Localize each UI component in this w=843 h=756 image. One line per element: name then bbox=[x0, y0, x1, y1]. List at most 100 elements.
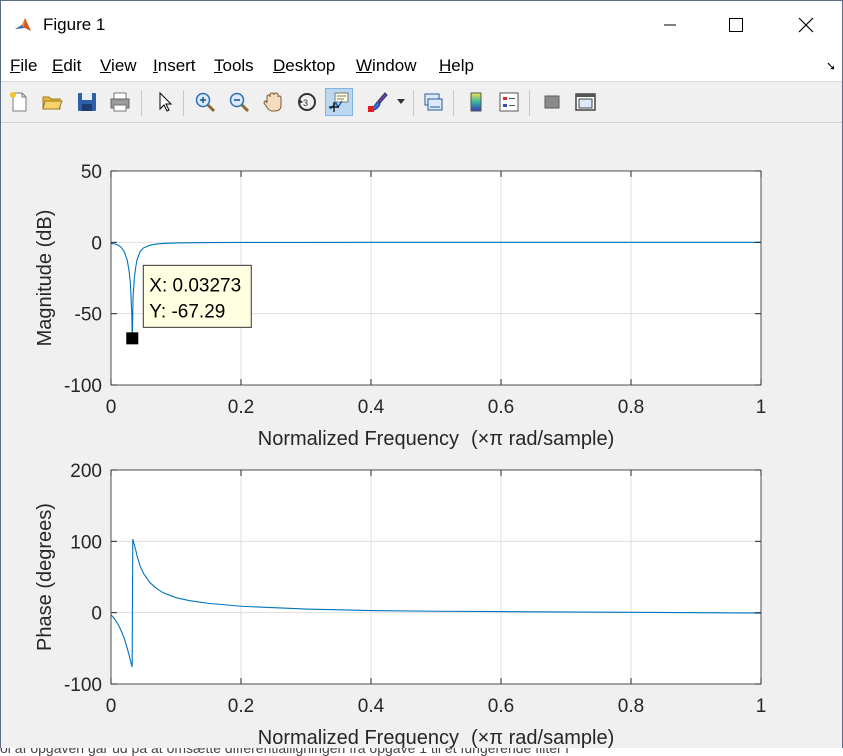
pan-button[interactable] bbox=[259, 88, 287, 116]
datatip-box[interactable] bbox=[142, 264, 252, 328]
x-tick-label: 0.6 bbox=[488, 696, 514, 717]
x-tick-label: 0 bbox=[106, 696, 117, 717]
menu-bar: File Edit View Insert Tools Desktop Wind… bbox=[1, 49, 842, 81]
y-tick-label: -50 bbox=[75, 305, 102, 326]
zoom-out-button[interactable] bbox=[225, 88, 253, 116]
maximize-button[interactable] bbox=[701, 1, 771, 49]
plot-area bbox=[111, 470, 761, 684]
x-tick-label: 0.2 bbox=[228, 397, 254, 418]
y-tick-label: 0 bbox=[91, 233, 102, 254]
x-tick-label: 0.8 bbox=[618, 397, 644, 418]
toolbar-separator bbox=[529, 90, 530, 116]
link-plot-button[interactable] bbox=[419, 88, 447, 116]
toolbar-separator bbox=[413, 90, 414, 116]
y-tick-label: 50 bbox=[81, 162, 102, 183]
menu-edit[interactable]: Edit bbox=[52, 56, 82, 75]
figure-canvas: 0 0.2 0.4 0.6 0.8 1 50 0 -50 -100 Normalized Frequ… bbox=[34, 162, 767, 749]
zoom-out-icon bbox=[229, 92, 250, 113]
zoom-in-button[interactable] bbox=[191, 88, 219, 116]
x-axis-label-main: Normalized Frequency bbox=[258, 428, 459, 450]
x-axis-label: Normalized Frequency (×π rad/sample) bbox=[258, 727, 615, 749]
y-axis-label: Magnitude (dB) bbox=[34, 210, 56, 347]
pointer-icon bbox=[159, 91, 173, 112]
menu-help[interactable]: Help bbox=[439, 56, 474, 75]
x-tick-label: 0.4 bbox=[358, 397, 385, 418]
print-button[interactable] bbox=[106, 88, 134, 116]
figure-toolbar: 3 bbox=[1, 81, 842, 123]
y-tick-label: 200 bbox=[70, 461, 102, 482]
series-line bbox=[110, 241, 761, 339]
dock-arrow-icon[interactable]: ➘ bbox=[825, 59, 836, 73]
link-plot-icon bbox=[424, 93, 443, 111]
series-line bbox=[110, 539, 762, 668]
title-bar: Figure 1 bbox=[1, 1, 842, 49]
y-axis-label: Phase (degrees) bbox=[34, 503, 56, 651]
x-axis-label-unit: (×π rad/sample) bbox=[471, 428, 614, 450]
x-tick-label: 0 bbox=[106, 397, 117, 418]
brush-icon bbox=[368, 92, 388, 112]
maximize-icon bbox=[729, 18, 743, 32]
x-axis-label-main: Normalized Frequency bbox=[258, 727, 459, 749]
background-document-strip: ol af opgaven går ud på at omsætte diffe… bbox=[0, 748, 843, 756]
axes-box bbox=[110, 469, 762, 685]
background-document-text: ol af opgaven går ud på at omsætte diffe… bbox=[0, 748, 569, 756]
close-button[interactable] bbox=[771, 1, 841, 49]
x-axis-label: Normalized Frequency (×π rad/sample) bbox=[258, 428, 615, 450]
new-figure-button[interactable] bbox=[5, 88, 33, 116]
x-axis-label-unit: (×π rad/sample) bbox=[471, 727, 614, 749]
legend-button[interactable] bbox=[495, 88, 523, 116]
open-file-icon bbox=[42, 96, 63, 110]
minimize-button[interactable] bbox=[635, 1, 705, 49]
print-icon bbox=[110, 92, 130, 112]
svg-text:3: 3 bbox=[303, 98, 308, 108]
rotate-3d-button[interactable]: 3 bbox=[293, 88, 321, 116]
close-icon bbox=[798, 17, 814, 33]
toolbar-separator bbox=[453, 90, 454, 116]
x-tick-label: 0.4 bbox=[358, 696, 385, 717]
hide-plot-tools-icon bbox=[544, 95, 560, 109]
axes-box bbox=[110, 170, 762, 386]
open-file-button[interactable] bbox=[38, 88, 66, 116]
y-tick-label: 100 bbox=[70, 532, 102, 553]
zoom-in-icon bbox=[195, 92, 216, 113]
rotate-3d-icon: 3 bbox=[298, 93, 316, 111]
data-cursor-icon bbox=[329, 92, 349, 112]
menu-tools[interactable]: Tools bbox=[214, 56, 254, 75]
pan-hand-icon bbox=[263, 92, 282, 112]
window-title: Figure 1 bbox=[43, 15, 106, 34]
y-tick-label: -100 bbox=[64, 376, 102, 397]
show-plot-tools-icon bbox=[575, 93, 596, 111]
brush-dropdown[interactable] bbox=[393, 88, 409, 116]
datatip-x-label: X: 0.03273 bbox=[149, 275, 241, 296]
menu-file[interactable]: File bbox=[10, 56, 38, 75]
show-plot-tools-button[interactable] bbox=[571, 88, 599, 116]
menu-insert[interactable]: Insert bbox=[153, 56, 196, 75]
x-tick-label: 0.2 bbox=[228, 696, 254, 717]
legend-icon bbox=[499, 92, 519, 112]
hide-plot-tools-button[interactable] bbox=[538, 88, 566, 116]
matlab-logo-icon bbox=[13, 15, 33, 35]
save-icon bbox=[78, 93, 96, 111]
datatip-marker[interactable] bbox=[126, 332, 139, 345]
menu-window[interactable]: Window bbox=[356, 56, 417, 75]
colorbar-icon bbox=[470, 92, 482, 112]
minimize-icon bbox=[664, 24, 676, 26]
chevron-down-icon bbox=[397, 99, 405, 104]
x-tick-label: 0.8 bbox=[618, 696, 644, 717]
data-cursor-button[interactable] bbox=[325, 88, 353, 116]
toolbar-separator bbox=[183, 90, 184, 116]
x-tick-label: 0.6 bbox=[488, 397, 514, 418]
menu-view[interactable]: View bbox=[100, 56, 137, 75]
y-tick-label: -100 bbox=[64, 675, 102, 696]
datatip-y-label: Y: -67.29 bbox=[149, 301, 225, 322]
menu-desktop[interactable]: Desktop bbox=[273, 56, 336, 75]
toolbar-separator bbox=[141, 90, 142, 116]
pointer-button[interactable] bbox=[150, 88, 178, 116]
colorbar-button[interactable] bbox=[462, 88, 490, 116]
x-tick-label: 1 bbox=[756, 696, 767, 717]
brush-button[interactable] bbox=[363, 88, 391, 116]
new-figure-icon bbox=[10, 92, 27, 112]
y-tick-label: 0 bbox=[91, 604, 102, 625]
save-button[interactable] bbox=[73, 88, 101, 116]
